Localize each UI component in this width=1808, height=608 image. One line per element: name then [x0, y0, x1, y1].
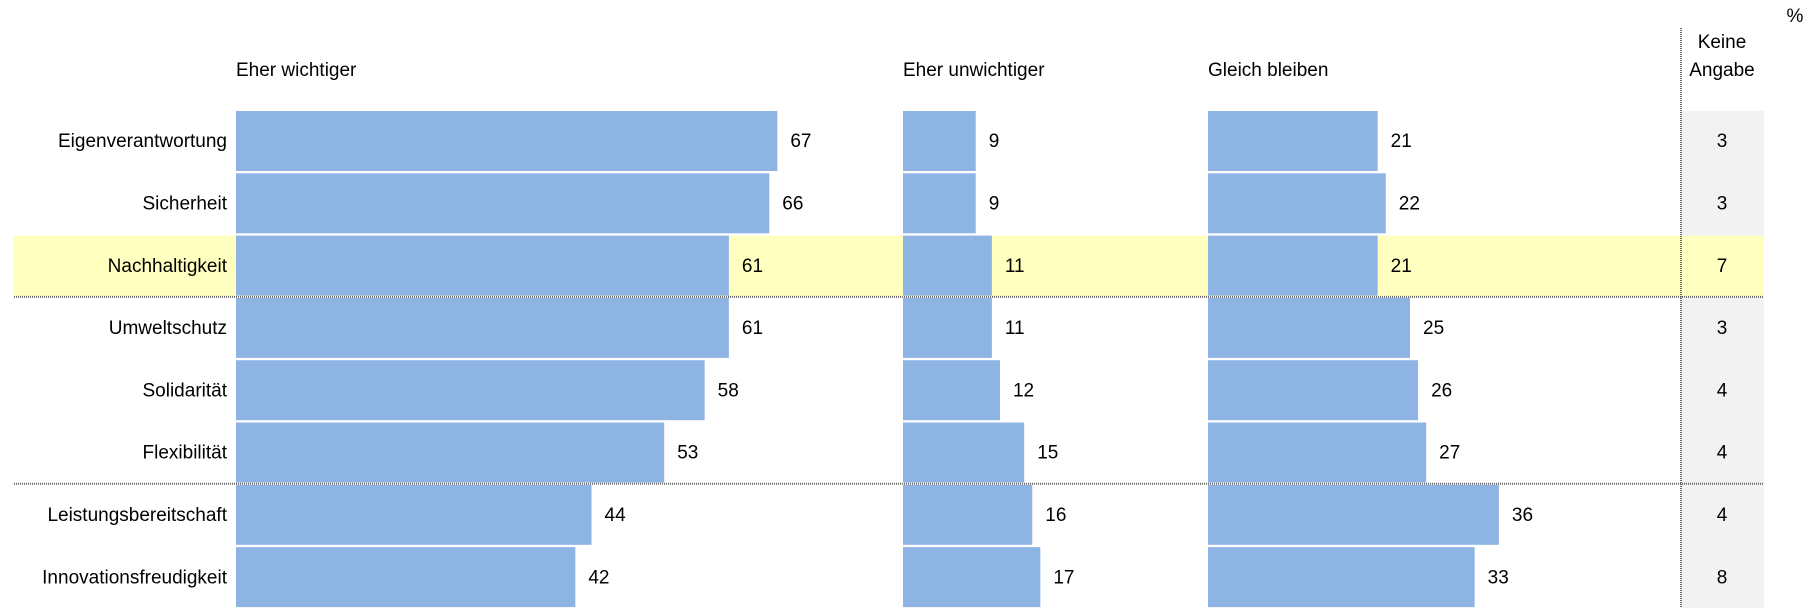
value-label: 9: [989, 193, 1000, 214]
value-label: 66: [782, 193, 803, 214]
extra-column-value: 8: [1717, 567, 1728, 588]
extra-column-value: 3: [1717, 131, 1728, 152]
bar: [903, 360, 1000, 421]
bar: [236, 297, 729, 358]
value-label: 21: [1391, 256, 1412, 277]
value-label: 12: [1013, 380, 1034, 401]
extra-column-header: Keine Angabe: [1689, 32, 1755, 81]
bar: [903, 484, 1033, 545]
extra-column-value: 4: [1717, 380, 1728, 401]
category-label: Umweltschutz: [109, 318, 227, 339]
bar: [1208, 235, 1378, 296]
bar: [1208, 111, 1378, 171]
header-line: Angabe: [1689, 60, 1755, 81]
category-label: Nachhaltigkeit: [108, 256, 228, 277]
series-header: Eher unwichtiger: [903, 60, 1045, 81]
bar: [1208, 484, 1499, 545]
series-header: Gleich bleiben: [1208, 60, 1328, 81]
category-label: Innovationsfreudigkeit: [42, 567, 228, 588]
extra-column-bg: [1681, 111, 1764, 608]
value-label: 33: [1488, 567, 1509, 588]
bar: [903, 111, 976, 171]
extra-column-value: 3: [1717, 318, 1728, 339]
bar: [236, 235, 729, 296]
value-label: 42: [588, 567, 609, 588]
value-label: 53: [677, 443, 698, 464]
value-label: 36: [1512, 505, 1533, 526]
category-label: Eigenverantwortung: [58, 131, 227, 152]
value-label: 44: [605, 505, 627, 526]
bar: [236, 360, 705, 421]
category-label: Leistungsbereitschaft: [47, 505, 227, 526]
value-label: 15: [1037, 443, 1058, 464]
bar: [236, 111, 778, 171]
value-label: 9: [989, 131, 1000, 152]
category-label: Solidarität: [143, 380, 228, 401]
category-label: Sicherheit: [143, 193, 228, 214]
bar: [1208, 360, 1419, 421]
value-label: 22: [1399, 193, 1420, 214]
extra-column-value: 4: [1717, 505, 1728, 526]
bar: [236, 422, 665, 483]
bar: [903, 547, 1041, 608]
extra-column-value: 4: [1717, 443, 1728, 464]
header-line: Keine: [1698, 32, 1747, 53]
value-label: 17: [1053, 567, 1074, 588]
value-label: 61: [742, 318, 763, 339]
bar: [1208, 547, 1475, 608]
bar: [903, 422, 1025, 483]
value-label: 67: [790, 131, 811, 152]
bar: [1208, 422, 1427, 483]
extra-column-value: 3: [1717, 193, 1728, 214]
value-label: 26: [1431, 380, 1452, 401]
value-label: 16: [1045, 505, 1066, 526]
bar: [1208, 297, 1410, 358]
value-label: 58: [718, 380, 739, 401]
value-label: 21: [1391, 131, 1412, 152]
bar: [236, 173, 770, 234]
value-label: 11: [1005, 318, 1025, 339]
bar: [236, 547, 576, 608]
extra-column-value: 7: [1717, 256, 1728, 277]
value-label: 61: [742, 256, 763, 277]
value-label: 25: [1423, 318, 1444, 339]
bar: [236, 484, 592, 545]
value-label: 27: [1439, 443, 1460, 464]
category-label: Flexibilität: [143, 443, 228, 464]
bar: [903, 173, 976, 234]
series-header: Eher wichtiger: [236, 60, 357, 81]
bar: [903, 297, 992, 358]
value-label: 11: [1005, 256, 1025, 277]
bar: [903, 235, 992, 296]
unit-label: %: [1787, 6, 1804, 27]
bar: [1208, 173, 1386, 234]
